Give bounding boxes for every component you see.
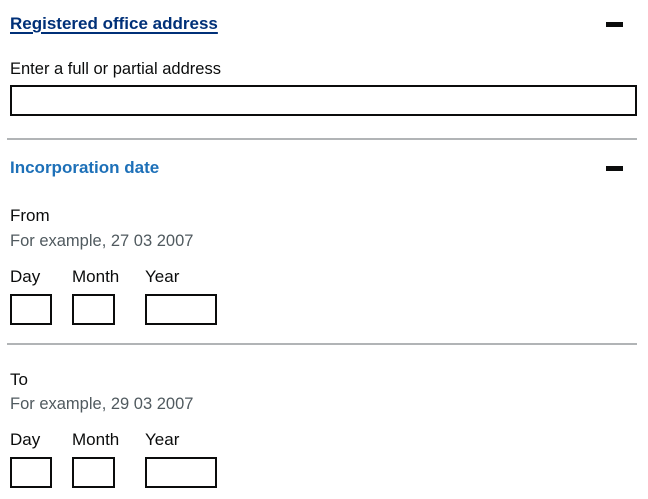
advanced-search-filters-panel: Registered office address Enter a full o… [0,13,648,488]
section-divider [7,343,637,345]
to-month-input[interactable] [72,457,115,488]
to-month-label: Month [72,430,120,449]
to-year-input[interactable] [145,457,217,488]
registered-office-collapse-button[interactable] [606,21,623,27]
from-date-inputs-row: Day Month Year [10,268,637,325]
from-month-label: Month [72,267,120,286]
registered-office-address-link[interactable]: Registered office address [10,14,218,33]
to-label: To [10,370,28,389]
from-date-hint: For example, 27 03 2007 [10,232,194,250]
from-year-field: Year [145,268,218,325]
from-day-field: Day [10,268,72,325]
address-field-label: Enter a full or partial address [10,60,221,78]
to-month-field: Month [72,431,145,488]
incorporation-date-link[interactable]: Incorporation date [10,158,160,177]
incorporation-date-section-header: Incorporation date [10,157,637,179]
incorporation-date-collapse-button[interactable] [606,165,623,171]
from-year-label: Year [145,267,180,286]
to-date-hint: For example, 29 03 2007 [10,395,194,413]
to-year-label: Year [145,430,180,449]
from-day-input[interactable] [10,294,52,325]
minus-icon [606,165,623,171]
to-date-inputs-row: Day Month Year [10,431,637,488]
from-year-input[interactable] [145,294,217,325]
from-label: From [10,206,50,225]
minus-icon [606,21,623,27]
section-divider [7,138,637,140]
registered-office-section-header: Registered office address [10,13,637,35]
to-day-field: Day [10,431,72,488]
to-day-label: Day [10,430,41,449]
address-input[interactable] [10,85,637,116]
to-year-field: Year [145,431,218,488]
from-month-input[interactable] [72,294,115,325]
from-day-label: Day [10,267,41,286]
to-day-input[interactable] [10,457,52,488]
from-month-field: Month [72,268,145,325]
